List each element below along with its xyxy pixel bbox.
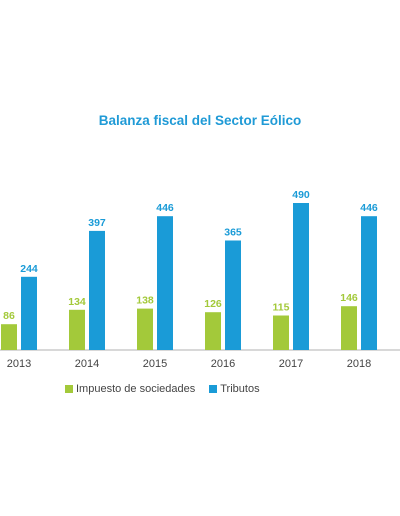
data-label-tributos-2013: 244 xyxy=(20,263,38,275)
x-tick-label-2018: 2018 xyxy=(347,358,371,370)
data-label-impuesto-2016: 126 xyxy=(204,298,222,310)
data-label-impuesto-2017: 115 xyxy=(273,302,290,314)
data-label-tributos-2016: 365 xyxy=(224,227,242,239)
bar-tributos-2017 xyxy=(293,203,309,350)
x-tick-label-2013: 2013 xyxy=(7,358,31,370)
chart-title: Balanza fiscal del Sector Eólico xyxy=(98,113,302,128)
bar-tributos-2014 xyxy=(89,230,105,350)
bar-impuesto-2015 xyxy=(137,308,153,350)
bar-impuesto-2017 xyxy=(273,315,289,350)
data-label-impuesto-2015: 138 xyxy=(136,295,154,307)
bar-tributos-2015 xyxy=(157,216,173,350)
bar-tributos-2013 xyxy=(21,276,37,350)
legend-swatch-tributos xyxy=(209,385,218,393)
data-label-tributos-2018: 446 xyxy=(360,202,378,214)
x-tick-label-2016: 2016 xyxy=(211,358,235,370)
bar-impuesto-2018 xyxy=(341,306,357,350)
data-label-tributos-2017: 490 xyxy=(292,189,310,201)
data-label-tributos-2015: 446 xyxy=(156,202,174,214)
legend-label-impuesto: Impuesto de sociedades xyxy=(76,383,196,395)
legend-item-tributos: Tributos xyxy=(209,383,260,395)
bar-impuesto-2013 xyxy=(1,324,17,350)
bar-impuesto-2014 xyxy=(69,309,85,350)
x-tick-label-2017: 2017 xyxy=(279,358,303,370)
x-tick-label-2014: 2014 xyxy=(75,358,99,370)
data-label-impuesto-2018: 146 xyxy=(340,292,358,304)
bar-tributos-2018 xyxy=(361,216,377,350)
legend-label-tributos: Tributos xyxy=(220,383,260,395)
data-label-impuesto-2014: 134 xyxy=(68,296,86,308)
data-label-tributos-2014: 397 xyxy=(88,217,106,229)
data-label-impuesto-2013: 86 xyxy=(3,310,15,322)
chart-legend: Impuesto de sociedades Tributos xyxy=(65,383,260,395)
legend-item-impuesto: Impuesto de sociedades xyxy=(65,383,195,395)
bar-tributos-2016 xyxy=(225,240,241,350)
bar-impuesto-2016 xyxy=(205,312,221,350)
x-tick-label-2015: 2015 xyxy=(143,358,167,370)
legend-swatch-impuesto xyxy=(65,385,73,393)
